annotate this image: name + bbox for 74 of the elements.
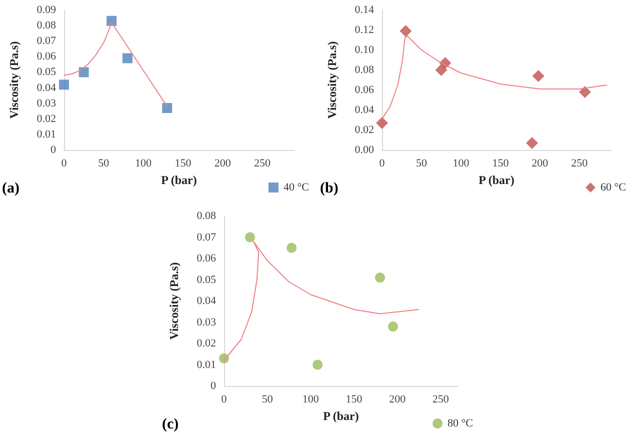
x-tick-label: 250 [254, 158, 272, 170]
y-tick-label: 0.08 [354, 64, 374, 76]
point [526, 137, 538, 149]
point [532, 70, 544, 82]
y-axis-title: Viscosity (Pa.s) [167, 262, 181, 340]
y-tick-label: 0.03 [36, 97, 56, 110]
y-tick-label: 0 [50, 144, 56, 156]
y-tick-label: 0.02 [36, 112, 56, 125]
x-tick-label: 200 [389, 394, 406, 406]
x-tick-label: 200 [532, 158, 549, 170]
y-tick-label: 0.06 [196, 252, 216, 264]
point [376, 117, 388, 129]
x-tick-label: 50 [262, 394, 274, 406]
y-tick-label: 0.06 [36, 50, 56, 63]
text: (b) [320, 180, 338, 196]
point [312, 360, 323, 370]
y-tick-label: 0.10 [354, 44, 374, 56]
y-tick-label: 0.04 [36, 82, 56, 94]
legend-label: 80 °C [448, 418, 474, 430]
point [78, 67, 89, 78]
y-tick-label: 0.04 [354, 104, 374, 116]
legend-label: 40 °C [284, 182, 310, 194]
x-axis-title: P (bar) [478, 172, 514, 187]
y-tick-label: 0.07 [196, 231, 216, 244]
x-tick-label: 250 [571, 158, 588, 170]
y-tick-label: 0.02 [196, 338, 216, 350]
x-tick-label: 100 [302, 394, 320, 406]
y-tick-label: 0.04 [196, 295, 216, 307]
x-tick-label: 100 [452, 158, 470, 170]
point [435, 64, 448, 76]
point [578, 86, 591, 98]
y-tick-label: 0.03 [196, 316, 216, 328]
y-tick-label: 0.05 [196, 274, 216, 286]
y-tick-label: 0.08 [36, 20, 56, 32]
x-tick-label: 0 [61, 158, 68, 170]
point [388, 322, 398, 332]
x-tick-label: 200 [214, 158, 232, 170]
x-tick-label: 150 [346, 394, 363, 406]
point [245, 232, 255, 242]
y-tick-label: 0.06 [354, 84, 374, 96]
y-tick-label: 0.02 [354, 124, 374, 136]
x-tick-label: 100 [135, 158, 152, 170]
text: (a) [2, 180, 20, 196]
point [59, 80, 69, 90]
x-axis-title: P (bar) [161, 172, 197, 187]
point [286, 242, 297, 253]
point [162, 103, 172, 113]
point [106, 16, 117, 26]
x-axis-title: P (bar) [323, 408, 359, 423]
point [219, 353, 229, 364]
y-tick-label: 0.07 [36, 35, 56, 48]
legend-label: 60 °C [600, 182, 626, 194]
x-tick-label: 0 [379, 158, 386, 170]
y-tick-label: 0.05 [36, 66, 56, 78]
y-axis-title: Viscosity (Pa.s) [7, 41, 21, 119]
x-tick-label: 150 [492, 158, 510, 170]
point [375, 272, 385, 283]
y-tick-label: 0.01 [36, 128, 56, 140]
y-tick-label: 0.00 [354, 144, 374, 156]
y-tick-label: 0.12 [354, 24, 374, 36]
x-tick-label: 50 [416, 158, 428, 170]
x-tick-label: 0 [221, 394, 228, 406]
y-axis-title: Viscosity (Pa.s) [325, 41, 339, 119]
y-tick-label: 0.09 [36, 4, 56, 16]
y-tick-label: 0 [210, 380, 216, 392]
x-tick-label: 250 [432, 394, 450, 406]
text: (c) [162, 416, 179, 432]
y-tick-label: 0.08 [196, 210, 216, 222]
point [400, 25, 412, 37]
x-tick-label: 50 [98, 158, 110, 170]
y-tick-label: 0.14 [354, 4, 374, 16]
point [122, 53, 132, 64]
x-tick-label: 150 [174, 158, 192, 170]
y-tick-label: 0.01 [196, 358, 216, 371]
